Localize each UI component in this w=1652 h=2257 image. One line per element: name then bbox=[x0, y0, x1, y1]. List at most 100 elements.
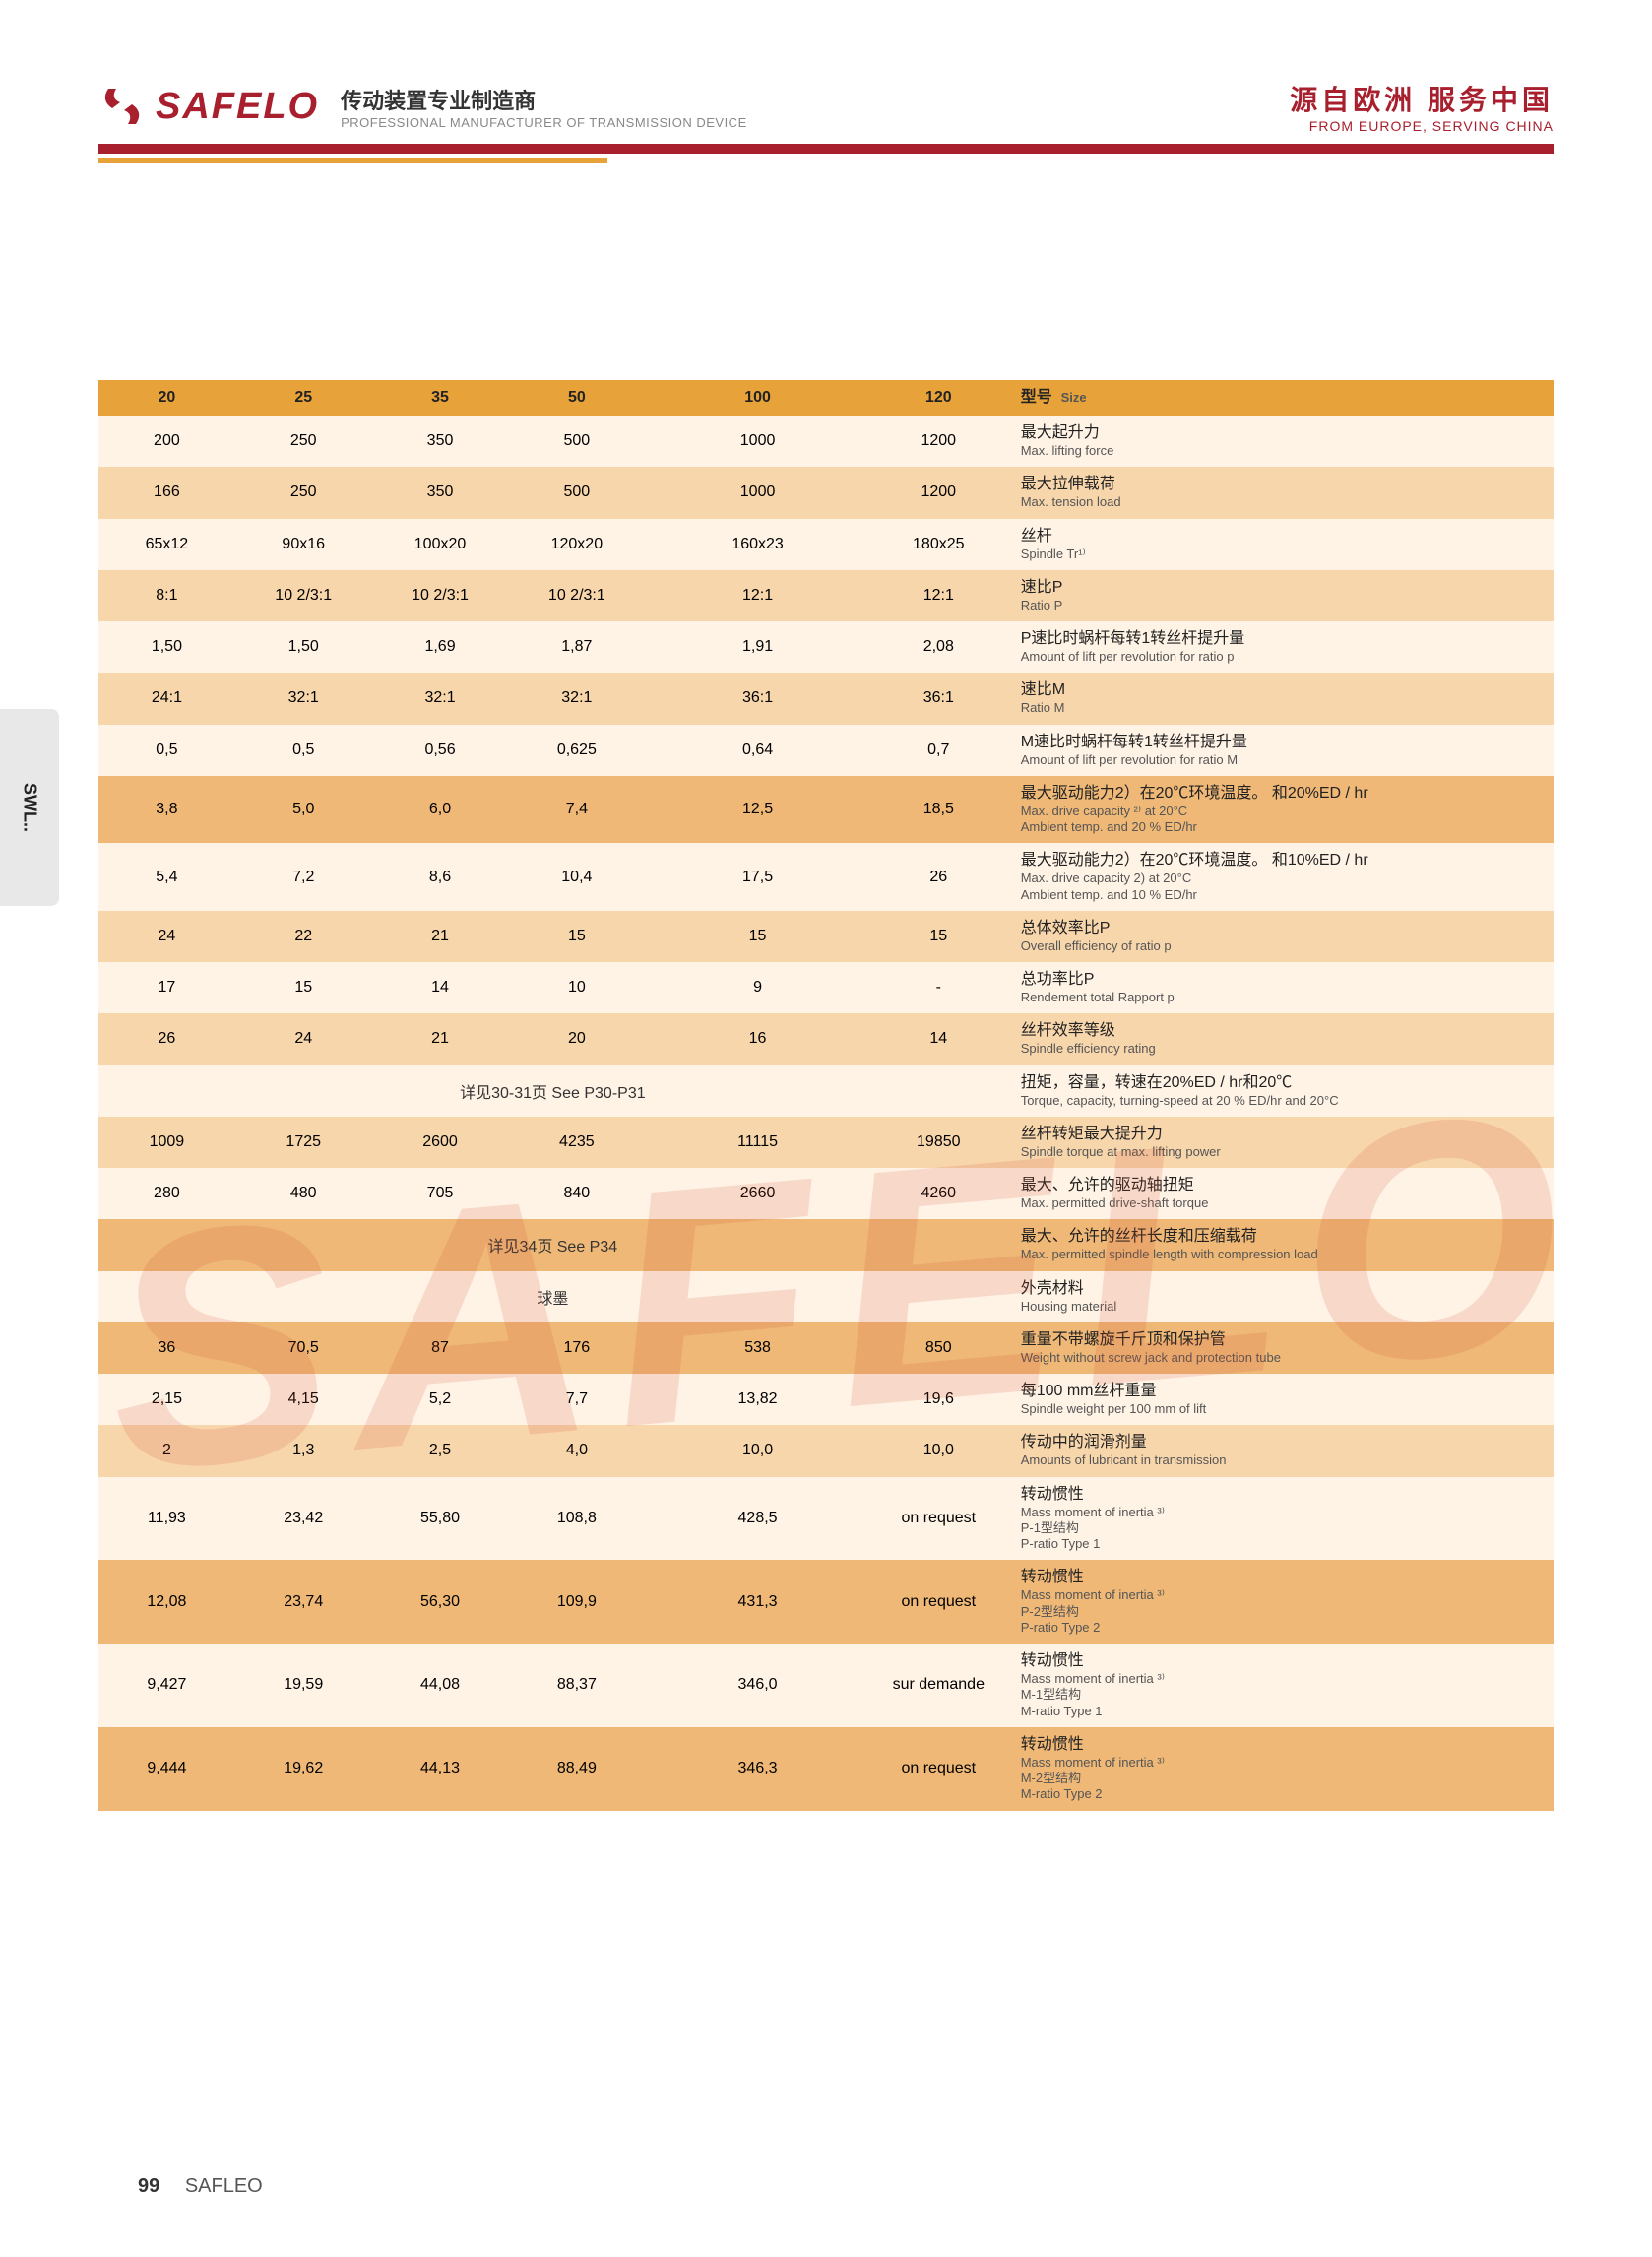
table-row: 242221151515总体效率比POverall efficiency of … bbox=[98, 911, 1554, 962]
table-cell: 8:1 bbox=[98, 570, 235, 621]
table-label-cell: 重量不带螺旋千斤顶和保护管Weight without screw jack a… bbox=[1007, 1322, 1554, 1374]
table-cell: 1,50 bbox=[235, 621, 372, 673]
table-label-cell: 转动惯性Mass moment of inertia ³⁾P-1型结构P-rat… bbox=[1007, 1477, 1554, 1561]
table-row: 8:110 2/3:110 2/3:110 2/3:112:112:1速比PRa… bbox=[98, 570, 1554, 621]
table-cell: 176 bbox=[508, 1322, 645, 1374]
table-cell: 24:1 bbox=[98, 673, 235, 724]
table-cell: 21 bbox=[372, 1013, 509, 1064]
table-cell: 65x12 bbox=[98, 519, 235, 570]
table-row: 65x1290x16100x20120x20160x23180x25丝杆Spin… bbox=[98, 519, 1554, 570]
table-cell: 0,625 bbox=[508, 725, 645, 776]
table-cell: 346,0 bbox=[645, 1644, 870, 1727]
table-cell: 0,5 bbox=[98, 725, 235, 776]
table-col-header: 35 bbox=[372, 380, 509, 416]
table-col-header: 20 bbox=[98, 380, 235, 416]
table-cell: 7,4 bbox=[508, 776, 645, 844]
table-cell: 19,62 bbox=[235, 1727, 372, 1811]
table-cell: 5,0 bbox=[235, 776, 372, 844]
table-cell: 36:1 bbox=[870, 673, 1007, 724]
table-label-cell: 最大、允许的丝杆长度和压缩载荷Max. permitted spindle le… bbox=[1007, 1219, 1554, 1270]
table-cell: 32:1 bbox=[235, 673, 372, 724]
divider-red bbox=[98, 144, 1554, 154]
table-cell: 11,93 bbox=[98, 1477, 235, 1561]
table-label-cell: 传动中的润滑剂量Amounts of lubricant in transmis… bbox=[1007, 1425, 1554, 1476]
table-cell: 428,5 bbox=[645, 1477, 870, 1561]
table-cell: 36:1 bbox=[645, 673, 870, 724]
table-col-header: 25 bbox=[235, 380, 372, 416]
table-label-cell: 最大、允许的驱动轴扭矩Max. permitted drive-shaft to… bbox=[1007, 1168, 1554, 1219]
table-row: 12,0823,7456,30109,9431,3on request转动惯性M… bbox=[98, 1560, 1554, 1644]
table-cell: 350 bbox=[372, 416, 509, 467]
table-cell: 1200 bbox=[870, 416, 1007, 467]
table-cell: 1,69 bbox=[372, 621, 509, 673]
table-cell: 0,7 bbox=[870, 725, 1007, 776]
table-label-cell: M速比时蜗杆每转1转丝杆提升量Amount of lift per revolu… bbox=[1007, 725, 1554, 776]
table-row: 262421201614丝杆效率等级Spindle efficiency rat… bbox=[98, 1013, 1554, 1064]
table-cell: 1,87 bbox=[508, 621, 645, 673]
table-span-cell: 详见30-31页 See P30-P31 bbox=[98, 1065, 1007, 1117]
table-cell: 2600 bbox=[372, 1117, 509, 1168]
table-cell: on request bbox=[870, 1477, 1007, 1561]
table-cell: 21 bbox=[372, 911, 509, 962]
table-label-cell: 丝杆效率等级Spindle efficiency rating bbox=[1007, 1013, 1554, 1064]
table-cell: 16 bbox=[645, 1013, 870, 1064]
table-cell: 2,08 bbox=[870, 621, 1007, 673]
table-row: 9,42719,5944,0888,37346,0sur demande转动惯性… bbox=[98, 1644, 1554, 1727]
table-cell: 180x25 bbox=[870, 519, 1007, 570]
table-cell: 56,30 bbox=[372, 1560, 509, 1644]
table-cell: 109,9 bbox=[508, 1560, 645, 1644]
table-cell: 20 bbox=[508, 1013, 645, 1064]
table-col-header: 50 bbox=[508, 380, 645, 416]
side-tab: SWL.. bbox=[0, 709, 59, 906]
footer-brand: SAFLEO bbox=[185, 2175, 263, 2197]
table-span-cell: 详见34页 See P34 bbox=[98, 1219, 1007, 1270]
table-label-cell: P速比时蜗杆每转1转丝杆提升量Amount of lift per revolu… bbox=[1007, 621, 1554, 673]
table-cell: 12:1 bbox=[870, 570, 1007, 621]
table-cell: 4,15 bbox=[235, 1374, 372, 1425]
table-cell: 2 bbox=[98, 1425, 235, 1476]
table-cell: - bbox=[870, 962, 1007, 1013]
table-cell: 500 bbox=[508, 467, 645, 518]
table-label-cell: 转动惯性Mass moment of inertia ³⁾M-2型结构M-rat… bbox=[1007, 1727, 1554, 1811]
spec-table: 20253550100120型号 Size 200250350500100012… bbox=[98, 380, 1554, 1811]
table-cell: 17 bbox=[98, 962, 235, 1013]
spec-table-wrap: SAFELO 20253550100120型号 Size 20025035050… bbox=[98, 380, 1554, 1811]
table-cell: 10 bbox=[508, 962, 645, 1013]
table-cell: 840 bbox=[508, 1168, 645, 1219]
table-cell: 36 bbox=[98, 1322, 235, 1374]
table-cell: 3,8 bbox=[98, 776, 235, 844]
table-cell: 1200 bbox=[870, 467, 1007, 518]
table-label-cell: 转动惯性Mass moment of inertia ³⁾P-2型结构P-rat… bbox=[1007, 1560, 1554, 1644]
table-cell: 19850 bbox=[870, 1117, 1007, 1168]
table-cell: 23,74 bbox=[235, 1560, 372, 1644]
table-cell: on request bbox=[870, 1727, 1007, 1811]
table-label-cell: 总功率比PRendement total Rapport p bbox=[1007, 962, 1554, 1013]
table-row: 16625035050010001200最大拉伸载荷Max. tension l… bbox=[98, 467, 1554, 518]
table-row: 0,50,50,560,6250,640,7M速比时蜗杆每转1转丝杆提升量Amo… bbox=[98, 725, 1554, 776]
table-row: 20025035050010001200最大起升力Max. lifting fo… bbox=[98, 416, 1554, 467]
table-cell: 1000 bbox=[645, 467, 870, 518]
table-cell: 55,80 bbox=[372, 1477, 509, 1561]
table-label-cell: 每100 mm丝杆重量Spindle weight per 100 mm of … bbox=[1007, 1374, 1554, 1425]
table-cell: 24 bbox=[235, 1013, 372, 1064]
table-cell: 9,444 bbox=[98, 1727, 235, 1811]
table-cell: 7,7 bbox=[508, 1374, 645, 1425]
table-row: 21,32,54,010,010,0传动中的润滑剂量Amounts of lub… bbox=[98, 1425, 1554, 1476]
table-cell: 26 bbox=[98, 1013, 235, 1064]
table-cell: 90x16 bbox=[235, 519, 372, 570]
slogan: 源自欧洲 服务中国 FROM EUROPE, SERVING CHINA bbox=[1290, 79, 1554, 134]
table-cell: 705 bbox=[372, 1168, 509, 1219]
page: SAFELO 传动装置专业制造商 PROFESSIONAL MANUFACTUR… bbox=[0, 0, 1652, 2257]
table-row: 10091725260042351111519850丝杆转矩最大提升力Spind… bbox=[98, 1117, 1554, 1168]
table-cell: 2,15 bbox=[98, 1374, 235, 1425]
table-row: 9,44419,6244,1388,49346,3on request转动惯性M… bbox=[98, 1727, 1554, 1811]
table-cell: 10,0 bbox=[645, 1425, 870, 1476]
table-cell: 32:1 bbox=[508, 673, 645, 724]
table-cell: 0,56 bbox=[372, 725, 509, 776]
table-cell: 100x20 bbox=[372, 519, 509, 570]
table-cell: 70,5 bbox=[235, 1322, 372, 1374]
table-cell: 250 bbox=[235, 416, 372, 467]
table-row: 3,85,06,07,412,518,5最大驱动能力2）在20℃环境温度。 和2… bbox=[98, 776, 1554, 844]
page-header: SAFELO 传动装置专业制造商 PROFESSIONAL MANUFACTUR… bbox=[98, 79, 1554, 134]
table-cell: 120x20 bbox=[508, 519, 645, 570]
